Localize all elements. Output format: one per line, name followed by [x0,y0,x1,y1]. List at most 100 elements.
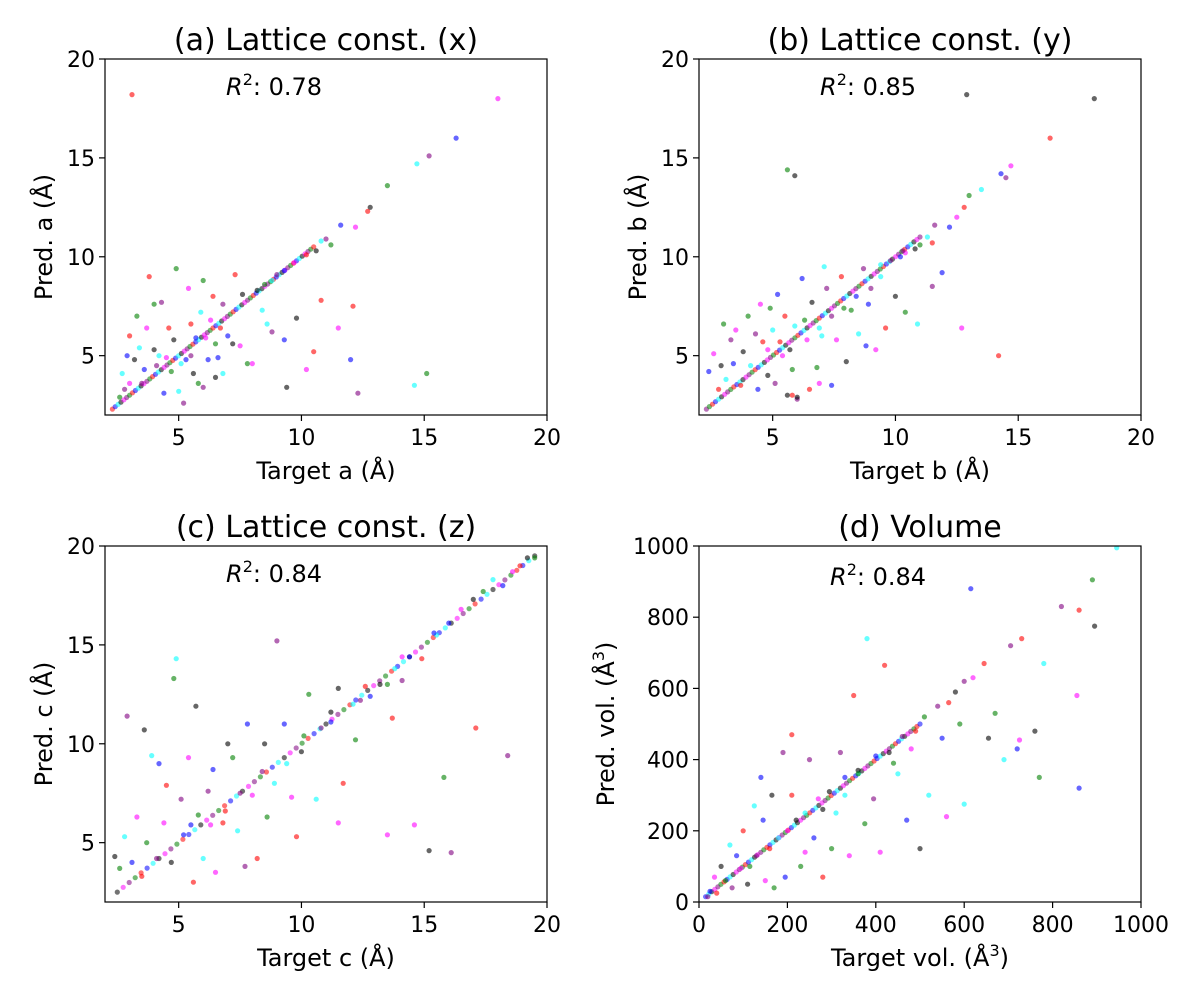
panel-c-scatter-point [259,768,265,775]
panel-d-scatter-point [855,771,861,777]
panel-d-scatter-point [985,735,992,741]
panel-d-ytick-label: 0 [675,891,689,916]
panel-a-scatter-point [161,390,167,396]
panel-b-scatter-point [730,361,737,367]
panel-a-scatter-point [318,297,324,303]
panel-d-ylabel-superscript: 3 [589,651,608,661]
panel-b-scatter-point [706,368,712,375]
panel-a-title: (a) Lattice const. (x) [174,23,478,58]
panel-d-xlabel-text: Target vol. (Å [830,943,990,972]
panel-d-scatter-point [767,846,773,852]
panel-c-scatter-point [230,755,236,761]
panel-a-scatter-point [239,291,246,297]
panel-d-scatter-point [738,865,744,871]
panel-d-r2-label: R2: 0.84 [830,560,926,591]
panel-c-scatter-point [193,703,199,709]
panel-d-scatter-point [961,801,967,807]
panel-d-ylabel: Pred. vol. (Å3) [589,642,620,807]
panel-b-scatter-point [738,382,744,388]
panel-c-xlabel: Target c (Å) [256,943,395,972]
panel-b-scatter-point [779,353,786,359]
panel-c-diagonal-point [371,683,377,689]
panel-c-diagonal-point [275,759,281,766]
panel-c-diagonal-point [400,659,407,665]
panel-b-scatter-point [772,380,778,386]
panel-b-scatter-point [932,222,938,228]
panel-a-scatter-point [284,384,290,390]
panel-b-scatter-point [900,248,906,254]
panel-a-scatter-point [328,242,334,248]
panel-c-scatter-point [399,677,405,684]
panel-b-scatter-point [929,240,935,246]
panel-a-scatter-point [127,333,133,339]
panel-c-ytick-label: 5 [81,832,95,857]
panel-c-diagonal-point [341,707,347,713]
panel-b-scatter-point [853,293,859,299]
panel-d-scatter-point [952,689,959,695]
panel-c-scatter-point [517,563,523,569]
panel-c-r2-label: R2: 0.84 [226,557,322,588]
panel-d-r2-value: : 0.84 [857,563,926,591]
panel-a-axes-frame [104,58,548,416]
panel-b-scatter-point [789,366,795,373]
panel-c-scatter-point [357,697,363,703]
panel-b-scatter-point [814,364,820,371]
panel-d-scatter-point [981,660,987,667]
panel-d-scatter-point [707,888,713,894]
panel-b-axes-frame [698,58,1142,416]
panel-b-scatter-point [848,307,854,313]
panel-c-scatter-point [195,812,201,818]
panel-c-scatter-point [426,848,432,854]
panel-d-scatter-point [842,774,848,781]
panel-c-scatter-point [212,869,219,875]
panel-a-scatter-point [122,386,128,392]
panel-a-scatter-point [411,382,417,388]
panel-d-scatter-point [939,735,945,741]
panel-d-xtick-label: 600 [943,913,985,938]
panel-a-scatter-point [205,357,211,363]
panel-d-scatter-point [1114,546,1120,551]
panel-a-scatter-point [203,335,209,341]
panel-b-scatter-point [740,349,746,355]
panel-d-scatter-point [1008,643,1014,649]
panel-a-scatter-point [198,309,204,315]
panel-a: (a) Lattice const. (x) Target a (Å) Pred… [29,23,561,485]
panel-c-scatter-point [389,715,395,721]
panel-c-diagonal-point [466,606,472,612]
panel-d-ytick-label: 800 [647,606,689,631]
panel-c-ytick-label: 20 [67,535,95,560]
panel-d: (d) Volume Target vol. (Å3) Pred. vol. (… [589,510,1169,972]
panel-c-r2-superscript: 2 [243,557,253,576]
panel-a-scatter-point [281,337,287,343]
panel-d-xtick-label: 0 [692,913,706,938]
panel-a-scatter-point [188,353,194,359]
panel-b-scatter-point [833,337,840,343]
panel-b-ytick-label: 5 [675,345,689,370]
panel-b-ytick-label: 20 [661,48,689,73]
panel-c-diagonal-point [311,731,317,737]
panel-c-scatter-point [448,850,454,856]
panel-b-scatter-point [752,331,759,337]
panel-c-scatter-point [185,755,192,761]
panel-b-scatter-point [996,353,1002,359]
panel-a-scatter-point [352,224,359,230]
panel-c-scatter-point [500,583,506,589]
panel-c-scatter-point [141,727,147,733]
panel-d-scatter-point [714,890,720,896]
panel-c-diagonal-point [228,798,234,804]
panel-c-scatter-point [242,863,248,870]
panel-a-points [109,92,501,412]
panel-a-r2-label: R2: 0.78 [226,70,322,101]
panel-d-ylabel-text: Pred. vol. (Å [591,661,620,807]
panel-d-scatter-point [740,828,746,834]
panel-d-scatter-point [1019,636,1025,642]
panel-a-scatter-point [176,388,182,394]
panel-b-scatter-point [959,325,965,331]
panel-c-diagonal-point [383,673,389,679]
panel-a-scatter-point [232,272,238,278]
panel-c-diagonal-point [323,721,329,727]
panel-d-scatter-point [917,846,923,852]
panel-c-scatter-point [490,577,496,583]
panel-c-scatter-point [301,733,307,739]
panel-a-xtick-label: 5 [172,426,186,451]
